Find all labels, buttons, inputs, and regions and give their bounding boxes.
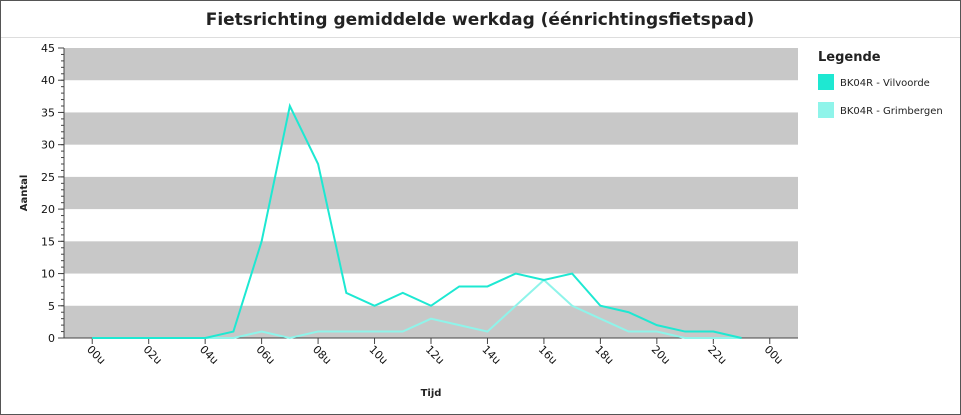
y-tick-label: 15 [41,235,55,248]
legend-swatch [818,102,834,118]
y-tick-label: 40 [41,74,55,87]
series-line [92,102,742,339]
y-tick-label: 0 [48,332,55,345]
y-tick-label: 30 [41,139,55,152]
grid-band [64,241,798,274]
y-tick-label: 25 [41,171,55,184]
grid-band [64,48,798,81]
grid-band [64,112,798,145]
y-tick-label: 20 [41,203,55,216]
x-axis-label: Tijd [421,388,442,399]
legend-label: BK04R - Vilvoorde [840,78,930,89]
y-axis-label: Aantal [19,175,30,212]
grid-band [64,176,798,210]
legend-title: Legende [818,50,881,65]
grid-band [64,305,798,338]
y-tick-label: 10 [41,268,55,281]
y-tick-label: 5 [48,300,55,313]
chart-title: Fietsrichting gemiddelde werkdag (éénric… [206,10,755,30]
y-tick-label: 35 [41,106,55,119]
legend-swatch [818,74,834,90]
legend-label: BK04R - Grimbergen [840,106,943,117]
y-tick-label: 45 [41,42,55,55]
